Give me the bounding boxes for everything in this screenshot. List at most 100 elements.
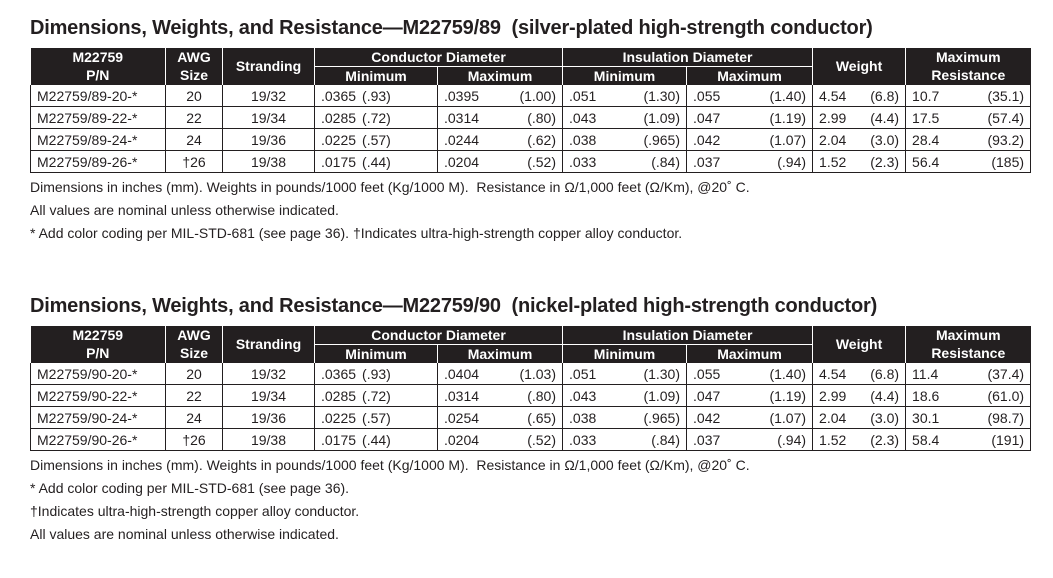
table-cell: .051 (1.30) <box>562 363 687 385</box>
value-pair: 4.54 (6.8) <box>819 366 899 382</box>
header-cell: Stranding <box>222 326 315 363</box>
table-cell: .055 (1.40) <box>686 363 813 385</box>
section-title: Dimensions, Weights, and Resistance—M227… <box>30 295 878 317</box>
table-cell: .038 (.965) <box>562 128 687 151</box>
header-cell: Minimum <box>562 66 687 85</box>
section: Dimensions, Weights, and Resistance—M227… <box>30 292 1032 546</box>
table-cell: .0225 (.57) <box>314 128 438 151</box>
value-pair: .0225 (.57) <box>321 132 431 148</box>
metric-value: (1.09) <box>643 387 681 404</box>
metric-value: (.84) <box>651 431 681 448</box>
table-cell: .033 (.84) <box>562 150 687 173</box>
metric-value: (57.4) <box>987 109 1025 126</box>
value-pair: .055 (1.40) <box>693 366 806 382</box>
metric-value: (1.19) <box>769 109 807 126</box>
metric-value: (1.30) <box>643 87 681 104</box>
table-cell: 2.04 (3.0) <box>812 128 906 151</box>
imperial-value: 2.99 <box>819 109 847 126</box>
imperial-value: 28.4 <box>912 131 940 148</box>
value-pair: .047 (1.19) <box>693 110 806 126</box>
imperial-value: 18.6 <box>912 387 940 404</box>
table-cell: M22759/90-22-* <box>30 384 166 407</box>
note: Dimensions in inches (mm). Weights in po… <box>30 457 750 473</box>
table-cell: †26 <box>165 150 223 173</box>
value-pair: .0365 (.93) <box>321 88 431 104</box>
imperial-value: .055 <box>693 87 721 104</box>
header-cell: Maximum <box>905 326 1031 345</box>
metric-value: (.80) <box>527 109 557 126</box>
table-cell: .0285 (.72) <box>314 384 438 407</box>
table-cell: .0225 (.57) <box>314 406 438 429</box>
notes: Dimensions in inches (mm). Weights in po… <box>30 454 1030 546</box>
metric-value: (.62) <box>527 131 557 148</box>
header-cell: Insulation Diameter <box>562 326 813 345</box>
metric-value: (1.19) <box>769 387 807 404</box>
table-cell: 2.99 (4.4) <box>812 106 906 129</box>
value-pair: .043 (1.09) <box>569 388 680 404</box>
metric-value: (37.4) <box>987 365 1025 382</box>
metric-value: (1.40) <box>769 365 807 382</box>
value-pair: .047 (1.19) <box>693 388 806 404</box>
table-cell: 24 <box>165 128 223 151</box>
header-cell: Weight <box>812 48 906 85</box>
metric-value: (6.8) <box>870 365 900 382</box>
header-cell: Maximum <box>436 344 563 363</box>
imperial-value: .051 <box>569 365 597 382</box>
table-body: M22759/90-20-* 20 19/32 .0365 (.93) .0404 (1.0… <box>30 363 1032 451</box>
table-cell: 58.4 (191) <box>905 428 1032 451</box>
value-pair: 30.1 (98.7) <box>912 410 1024 426</box>
metric-value: (1.07) <box>769 409 807 426</box>
header-cell: Conductor Diameter <box>313 48 563 67</box>
metric-value: (.72) <box>362 387 391 404</box>
value-pair: .0395 (1.00) <box>444 88 556 104</box>
metric-value: (2.3) <box>870 431 900 448</box>
imperial-value: .051 <box>569 87 597 104</box>
value-pair: .0365 (.93) <box>321 366 431 382</box>
imperial-value: .037 <box>693 431 721 448</box>
metric-value: (.84) <box>651 153 681 170</box>
value-pair: 2.04 (3.0) <box>819 132 899 148</box>
table-cell: 19/34 <box>222 106 315 129</box>
imperial-value: 4.54 <box>819 365 847 382</box>
value-pair: .043 (1.09) <box>569 110 680 126</box>
data-table: M22759 AWG Stranding Conductor Diameter Insu… <box>30 326 1032 451</box>
table-cell: 19/32 <box>222 85 315 107</box>
table-cell: M22759/90-20-* <box>30 363 166 385</box>
header-cell: Size <box>165 344 223 363</box>
table-cell: M22759/89-20-* <box>30 85 166 107</box>
imperial-value: .0314 <box>444 109 480 126</box>
metric-value: (.52) <box>527 431 557 448</box>
table-cell: 19/38 <box>222 428 315 451</box>
value-pair: .042 (1.07) <box>693 410 806 426</box>
imperial-value: .0404 <box>444 365 480 382</box>
value-pair: .0204 (.52) <box>444 432 556 448</box>
value-pair: .0404 (1.03) <box>444 366 556 382</box>
table-cell: †26 <box>165 428 223 451</box>
table-cell: M22759/89-22-* <box>30 106 166 129</box>
imperial-value: .042 <box>693 409 721 426</box>
imperial-value: .0314 <box>444 387 480 404</box>
imperial-value: 58.4 <box>912 431 940 448</box>
table-row: M22759/89-26-* †26 19/38 .0175 (.44) .0204 (.5… <box>30 150 1032 173</box>
header-cell: Minimum <box>314 66 438 85</box>
metric-value: (98.7) <box>987 409 1025 426</box>
header-cell: Conductor Diameter <box>313 326 563 345</box>
imperial-value: .0395 <box>444 87 480 104</box>
value-pair: .0175 (.44) <box>321 154 431 170</box>
table-row: M22759/90-24-* 24 19/36 .0225 (.57) .0254 (.65… <box>30 406 1032 429</box>
metric-value: (3.0) <box>870 409 900 426</box>
metric-value: (.94) <box>777 431 807 448</box>
table-cell: 19/32 <box>222 363 315 385</box>
header-cell: Resistance <box>905 344 1031 363</box>
header-cell: Stranding <box>222 48 315 85</box>
header-cell: M22759 <box>30 326 166 345</box>
value-pair: 1.52 (2.3) <box>819 432 899 448</box>
metric-value: (4.4) <box>870 387 900 404</box>
header-cell: Insulation Diameter <box>562 48 813 67</box>
value-pair: .0314 (.80) <box>444 110 556 126</box>
table-cell: .051 (1.30) <box>562 85 687 107</box>
table-cell: .033 (.84) <box>562 428 687 451</box>
table-cell: 24 <box>165 406 223 429</box>
note: Dimensions in inches (mm). Weights in po… <box>30 179 750 195</box>
header-cell: Minimum <box>314 344 438 363</box>
